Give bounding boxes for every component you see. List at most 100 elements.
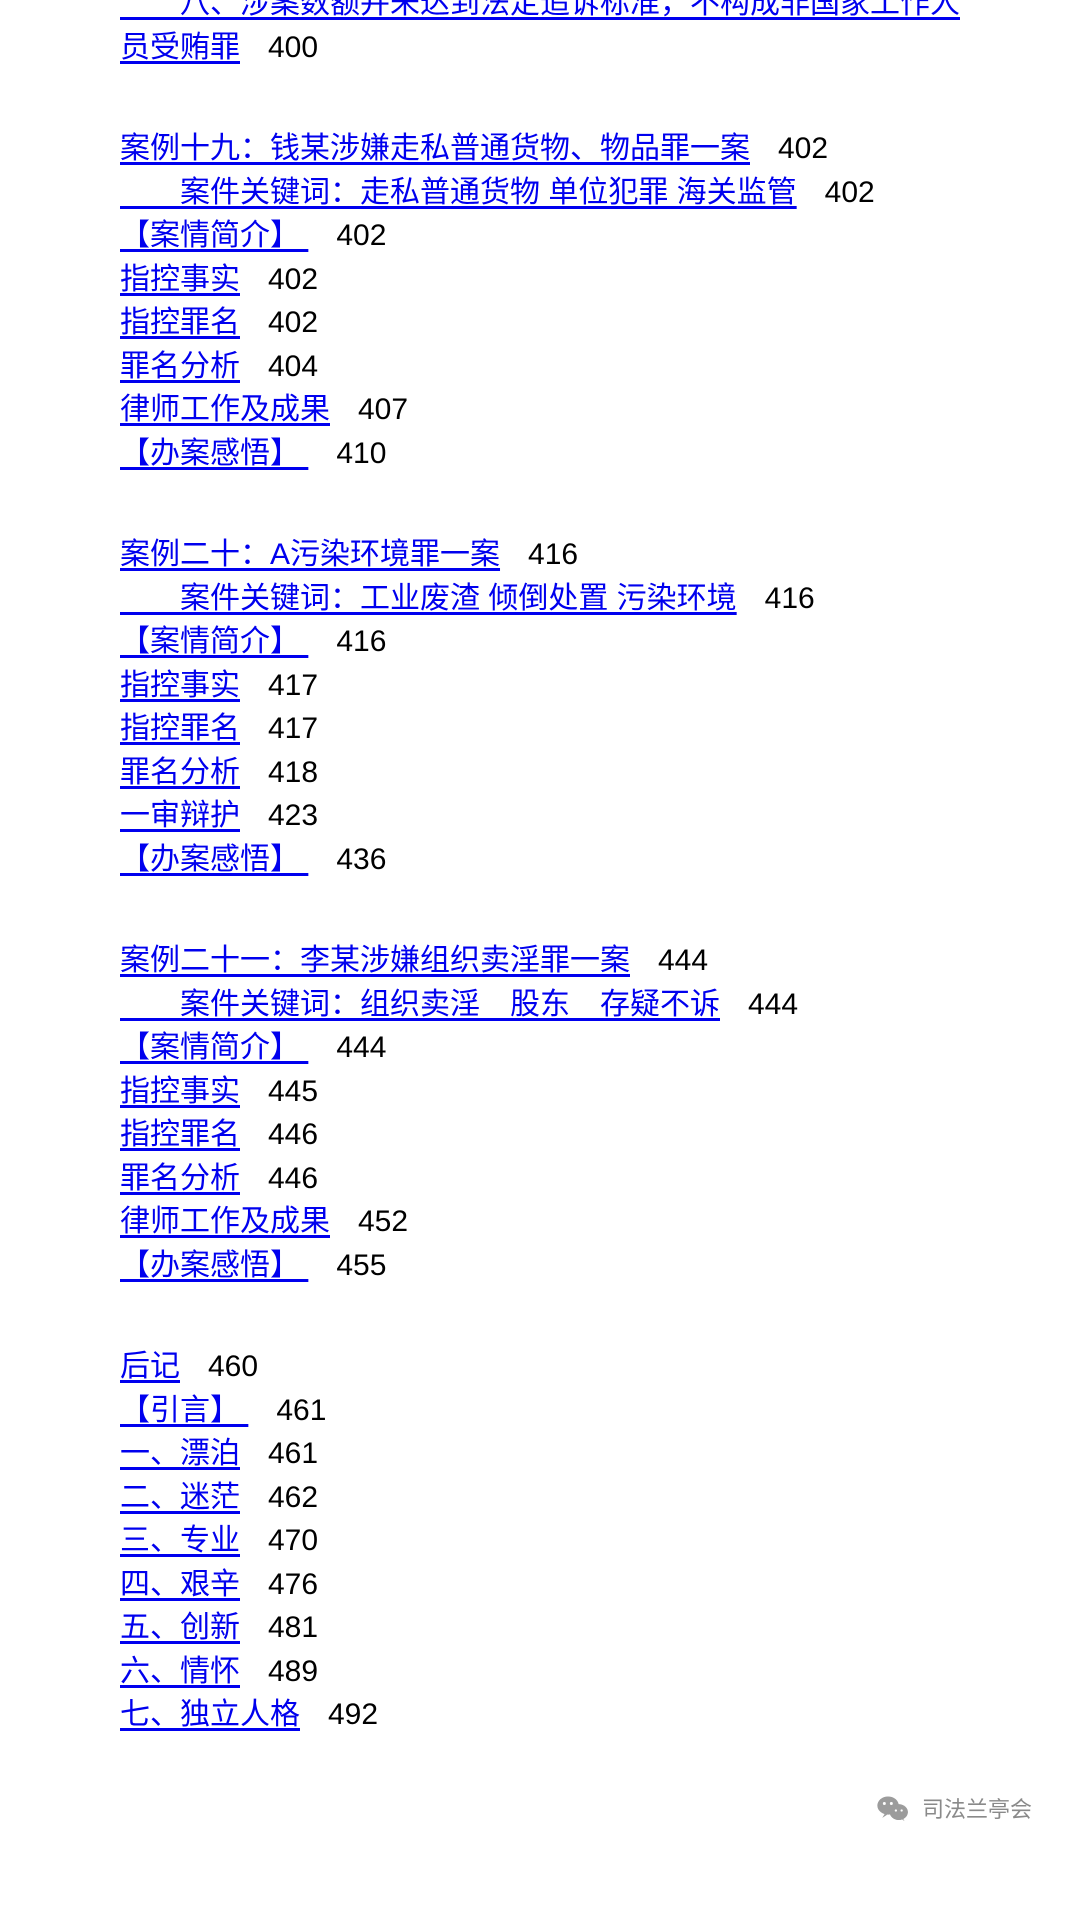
toc-link[interactable]: 案件关键词：工业废渣 倾倒处置 污染环境 [120, 582, 737, 615]
toc-page-number: 446 [268, 1118, 318, 1151]
toc-link[interactable]: 后记 [120, 1350, 180, 1383]
toc-entry: 指控罪名 417 [120, 707, 960, 751]
toc-page-number: 492 [328, 1698, 378, 1731]
toc-link[interactable]: 五、创新 [120, 1611, 240, 1644]
toc-page-number: 416 [528, 538, 578, 571]
toc-entry: 案例十九：钱某涉嫌走私普通货物、物品罪一案402 [120, 127, 960, 171]
toc-link[interactable]: 指控事实 [120, 1075, 240, 1108]
toc-page-number: 404 [268, 350, 318, 383]
toc-partial-top: 八、涉案数额并未达到法定追诉标准，不构成非国家工作人员受贿罪400 [120, 0, 960, 69]
toc-page-number: 416 [765, 582, 815, 615]
toc-page-number: 452 [358, 1205, 408, 1238]
toc-entry: 【引言】 461 [120, 1389, 960, 1433]
toc-entry: 三、专业 470 [120, 1519, 960, 1563]
toc-link[interactable]: 案件关键词：走私普通货物 单位犯罪 海关监管 [120, 176, 797, 209]
toc-page-number: 470 [268, 1524, 318, 1557]
toc-link[interactable]: 罪名分析 [120, 756, 240, 789]
toc-entry: 【办案感悟】 455 [120, 1244, 960, 1288]
toc-entry: 【办案感悟】 410 [120, 432, 960, 476]
toc-link[interactable]: 【办案感悟】 [120, 1249, 308, 1282]
toc-entry: 八、涉案数额并未达到法定追诉标准，不构成非国家工作人员受贿罪400 [120, 0, 960, 69]
toc-page-number: 410 [336, 437, 386, 470]
toc-entry: 案件关键词：组织卖淫 股东 存疑不诉444 [120, 983, 960, 1027]
toc-link[interactable]: 一、漂泊 [120, 1437, 240, 1470]
toc-entry: 罪名分析 446 [120, 1157, 960, 1201]
toc-page-number: 417 [268, 712, 318, 745]
toc-page-number: 481 [268, 1611, 318, 1644]
toc-link[interactable]: 二、迷茫 [120, 1481, 240, 1514]
toc-page-number: 436 [336, 843, 386, 876]
toc-link[interactable]: 案例二十一：李某涉嫌组织卖淫罪一案 [120, 944, 630, 977]
toc-page-number: 400 [268, 31, 318, 64]
toc-entry: 【办案感悟】 436 [120, 838, 960, 882]
toc-entry: 指控罪名 402 [120, 301, 960, 345]
toc-page-number: 461 [276, 1394, 326, 1427]
toc-entry: 罪名分析 404 [120, 345, 960, 389]
toc-link[interactable]: 【案情简介】 [120, 1031, 308, 1064]
toc-page-number: 455 [336, 1249, 386, 1282]
toc-page-number: 417 [268, 669, 318, 702]
toc-entry: 案例二十：A污染环境罪一案 416 [120, 533, 960, 577]
toc-link[interactable]: 三、专业 [120, 1524, 240, 1557]
toc-page-number: 423 [268, 799, 318, 832]
toc-entry: 罪名分析418 [120, 751, 960, 795]
toc-entry: 一、漂泊 461 [120, 1432, 960, 1476]
toc-page-number: 416 [336, 625, 386, 658]
toc-link[interactable]: 指控罪名 [120, 1118, 240, 1151]
toc-link[interactable]: 【案情简介】 [120, 625, 308, 658]
toc-page-number: 402 [268, 306, 318, 339]
toc-link[interactable]: 案例十九：钱某涉嫌走私普通货物、物品罪一案 [120, 132, 750, 165]
section-gap [120, 69, 960, 127]
toc-link[interactable]: 六、情怀 [120, 1655, 240, 1688]
toc-link[interactable]: 指控事实 [120, 263, 240, 296]
toc-entry: 案件关键词：走私普通货物 单位犯罪 海关监管402 [120, 171, 960, 215]
toc-link[interactable]: 一审辩护 [120, 799, 240, 832]
toc-entry: 七、独立人格 492 [120, 1693, 960, 1737]
toc-link[interactable]: 指控罪名 [120, 306, 240, 339]
toc-page-number: 407 [358, 393, 408, 426]
section-gap [120, 881, 960, 939]
toc-entry: 五、创新 481 [120, 1606, 960, 1650]
toc-link[interactable]: 四、艰辛 [120, 1568, 240, 1601]
toc-link[interactable]: 【办案感悟】 [120, 437, 308, 470]
document-page: 八、涉案数额并未达到法定追诉标准，不构成非国家工作人员受贿罪400 案例十九：钱… [0, 0, 1080, 1902]
wechat-icon [876, 1794, 910, 1822]
toc-link[interactable]: 罪名分析 [120, 350, 240, 383]
toc-link[interactable]: 案例二十：A污染环境罪一案 [120, 538, 500, 571]
footer-brand-text: 司法兰亭会 [922, 1792, 1032, 1824]
toc-page-number: 402 [336, 219, 386, 252]
toc-link[interactable]: 指控事实 [120, 669, 240, 702]
toc-page-number: 446 [268, 1162, 318, 1195]
toc-entry: 四、艰辛476 [120, 1563, 960, 1607]
toc-entry: 指控事实 445 [120, 1070, 960, 1114]
toc-entry: 案件关键词：工业废渣 倾倒处置 污染环境 416 [120, 577, 960, 621]
toc-link[interactable]: 【案情简介】 [120, 219, 308, 252]
toc-page-number: 402 [268, 263, 318, 296]
toc-page-number: 444 [658, 944, 708, 977]
toc-entry: 案例二十一：李某涉嫌组织卖淫罪一案 444 [120, 939, 960, 983]
toc-link[interactable]: 指控罪名 [120, 712, 240, 745]
toc-page-number: 445 [268, 1075, 318, 1108]
section-gap [120, 1287, 960, 1345]
toc-entry: 指控事实 402 [120, 258, 960, 302]
toc-link[interactable]: 罪名分析 [120, 1162, 240, 1195]
toc-entry: 律师工作及成果 452 [120, 1200, 960, 1244]
footer-brand: 司法兰亭会 [876, 1792, 1032, 1824]
toc-entry: 指控事实 417 [120, 664, 960, 708]
toc-page-number: 460 [208, 1350, 258, 1383]
toc-link[interactable]: 案件关键词：组织卖淫 股东 存疑不诉 [120, 988, 720, 1021]
toc-link[interactable]: 八、涉案数额并未达到法定追诉标准，不构成非国家工作人员受贿罪 [120, 0, 960, 64]
toc-link[interactable]: 【办案感悟】 [120, 843, 308, 876]
toc-link[interactable]: 律师工作及成果 [120, 1205, 330, 1238]
toc-entry: 【案情简介】 416 [120, 620, 960, 664]
toc-page-number: 462 [268, 1481, 318, 1514]
toc-content: 八、涉案数额并未达到法定追诉标准，不构成非国家工作人员受贿罪400 案例十九：钱… [0, 0, 1080, 1737]
toc-link[interactable]: 【引言】 [120, 1394, 248, 1427]
toc-entry: 六、情怀489 [120, 1650, 960, 1694]
toc-entry: 指控罪名 446 [120, 1113, 960, 1157]
toc-page-number: 461 [268, 1437, 318, 1470]
toc-link[interactable]: 七、独立人格 [120, 1698, 300, 1731]
toc-entry: 后记 460 [120, 1345, 960, 1389]
section-gap [120, 475, 960, 533]
toc-link[interactable]: 律师工作及成果 [120, 393, 330, 426]
